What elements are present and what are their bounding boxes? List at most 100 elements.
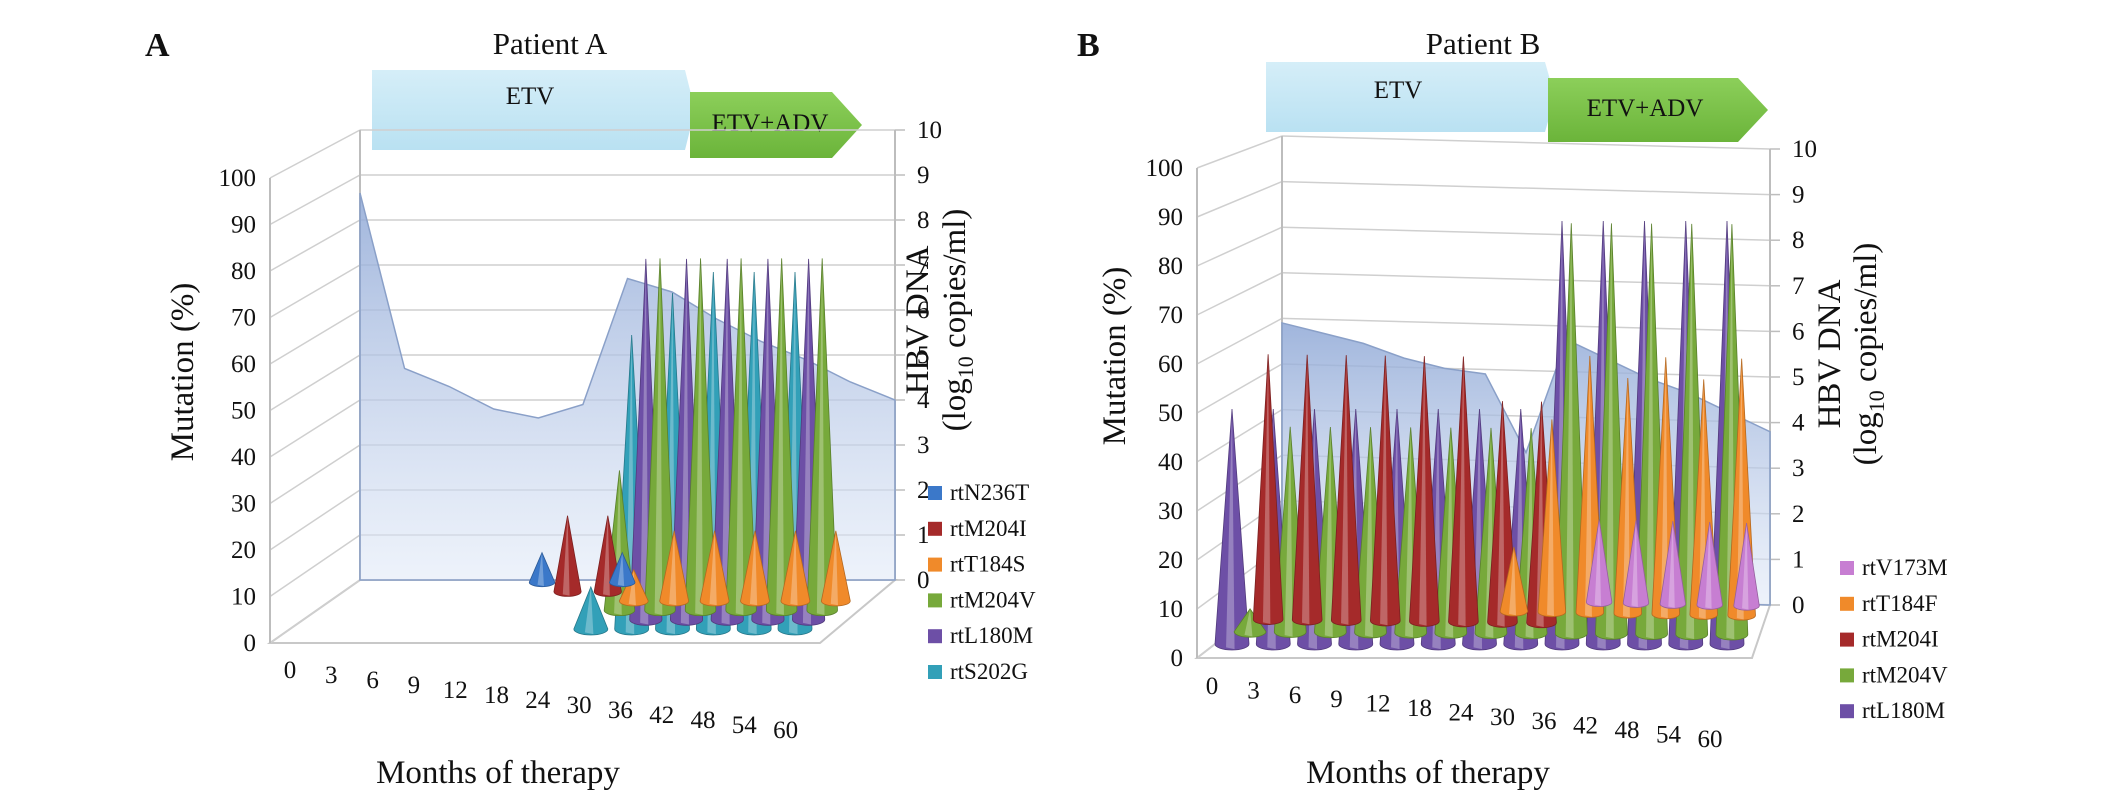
y-tick-label: 30 — [1158, 498, 1183, 525]
panel-a: A Patient A ETV ETV+ADV 0102030405060708… — [145, 26, 1036, 791]
x-tick-label: 24 — [525, 687, 551, 714]
y-tick-label: 60 — [1158, 351, 1183, 378]
y-tick-label: 70 — [1158, 302, 1183, 329]
y2-axis-title-line1: HBV DNA — [1812, 279, 1848, 428]
x-tick-label: 12 — [443, 677, 468, 704]
y2-tick-label: 6 — [1792, 318, 1805, 345]
legend-label: rtM204I — [950, 516, 1027, 541]
cone-rtS202G-30 — [573, 585, 609, 636]
y2-axis-title-line2: (log10 copies/ml) — [1848, 243, 1889, 466]
cone-rtT184F-30 — [1537, 419, 1567, 618]
gridline-left — [1196, 226, 1283, 267]
y2-tick-label: 9 — [1792, 182, 1805, 209]
x-tick-label: 0 — [1206, 673, 1219, 700]
gridline-left — [269, 264, 361, 319]
cone-rtN236T-12 — [528, 551, 556, 588]
etv-adv-arrow — [1548, 78, 1768, 142]
y2-axis-title-line2: (log10 copies/ml) — [937, 209, 978, 432]
legend-item: rtV173M — [1840, 555, 1948, 580]
gridline-left — [1196, 135, 1283, 169]
cone-rtM204V-36 — [1554, 223, 1588, 640]
y2-tick-label: 1 — [1792, 546, 1805, 573]
x-tick-label: 36 — [608, 697, 633, 724]
x-tick-label: 48 — [1615, 717, 1640, 744]
y-tick-label: 20 — [231, 537, 256, 564]
y-tick-label: 60 — [231, 351, 256, 378]
y-tick-label: 40 — [1158, 449, 1183, 476]
y-tick-label: 50 — [231, 398, 256, 425]
gridline-left — [1196, 272, 1283, 316]
x-tick-label: 3 — [1247, 677, 1260, 704]
x-tick-label: 9 — [1330, 686, 1343, 713]
y2-tick-label: 9 — [917, 162, 930, 189]
y-axis-title: Mutation (%) — [165, 283, 201, 462]
legend-item: rtS202G — [928, 659, 1028, 684]
gridline-back — [1281, 272, 1771, 287]
legend-swatch — [1840, 561, 1854, 575]
x-tick-label: 6 — [1289, 682, 1302, 709]
y2-tick-label: 4 — [917, 387, 930, 414]
legend-swatch — [928, 593, 942, 608]
legend-swatch — [1840, 632, 1854, 647]
gridline-back — [1281, 135, 1771, 150]
gridline-left — [269, 309, 361, 365]
etv-adv-arrow — [690, 92, 862, 158]
cone-rtM204V-60 — [806, 258, 838, 617]
legend-item: rtN236T — [928, 480, 1029, 505]
etv-arrow — [372, 70, 695, 150]
x-tick-label: 18 — [484, 682, 509, 709]
legend-label: rtT184F — [1862, 591, 1937, 616]
y-tick-label: 0 — [244, 630, 257, 657]
cone-rtV173M-60 — [1733, 522, 1760, 611]
cone-rtM204I-6 — [1330, 355, 1362, 626]
legend-item: rtM204I — [1840, 627, 1939, 652]
gridline-left — [269, 129, 361, 179]
y-tick-label: 90 — [1158, 204, 1183, 231]
y2-tick-label: 0 — [1792, 592, 1805, 619]
etv-adv-label: ETV+ADV — [712, 110, 829, 137]
cone-rtV173M-48 — [1659, 521, 1686, 609]
y-tick-label: 100 — [219, 165, 257, 192]
legend-swatch — [928, 486, 942, 500]
cone-rtT184S-48 — [740, 530, 770, 607]
chart-title: Patient B — [1426, 26, 1541, 61]
gridline-back — [1281, 226, 1771, 241]
gridline-left — [269, 219, 361, 272]
y-tick-label: 40 — [231, 444, 256, 471]
x-tick-label: 48 — [691, 707, 716, 734]
cone-rtM204V-42 — [684, 258, 717, 617]
cone-rtM204I-12 — [1409, 356, 1440, 627]
gridline-left — [269, 174, 361, 226]
panel-b: B Patient B ETV ETV+ADV 0102030405060708… — [1077, 26, 1948, 791]
y2-tick-label: 5 — [917, 342, 930, 369]
y2-tick-label: 1 — [917, 522, 930, 549]
cone-rtT184S-54 — [780, 530, 811, 607]
x-tick-label: 9 — [408, 672, 421, 699]
y-tick-label: 90 — [231, 212, 256, 239]
x-tick-label: 3 — [325, 662, 338, 689]
x-tick-label: 24 — [1449, 699, 1475, 726]
cone-rtM204I-18 — [1448, 356, 1479, 628]
y-tick-label: 20 — [1158, 547, 1183, 574]
legend-swatch — [928, 521, 942, 536]
x-axis-title: Months of therapy — [376, 755, 620, 791]
legend: rtV173M rtT184F rtM204I rtM204V rtL180M — [1840, 555, 1948, 723]
legend-swatch — [928, 665, 942, 679]
legend-item: rtL180M — [1840, 698, 1945, 723]
legend-swatch — [928, 557, 942, 572]
y2-tick-label: 4 — [1792, 410, 1805, 437]
cone-rtT184S-36 — [659, 530, 690, 607]
y2-tick-label: 8 — [1792, 227, 1805, 254]
gridline-left — [269, 444, 361, 505]
etv-adv-label: ETV+ADV — [1587, 95, 1704, 122]
y2-tick-label: 3 — [917, 432, 930, 459]
gridline-back — [1281, 317, 1771, 333]
chart-title: Patient A — [493, 26, 608, 61]
gridline-left — [269, 354, 361, 412]
y2-axis-title-line1: HBV DNA — [900, 245, 936, 394]
x-tick-label: 42 — [1573, 713, 1598, 740]
y-tick-label: 70 — [231, 305, 256, 332]
legend-label: rtM204V — [950, 587, 1036, 612]
x-tick-label: 30 — [1490, 704, 1515, 731]
